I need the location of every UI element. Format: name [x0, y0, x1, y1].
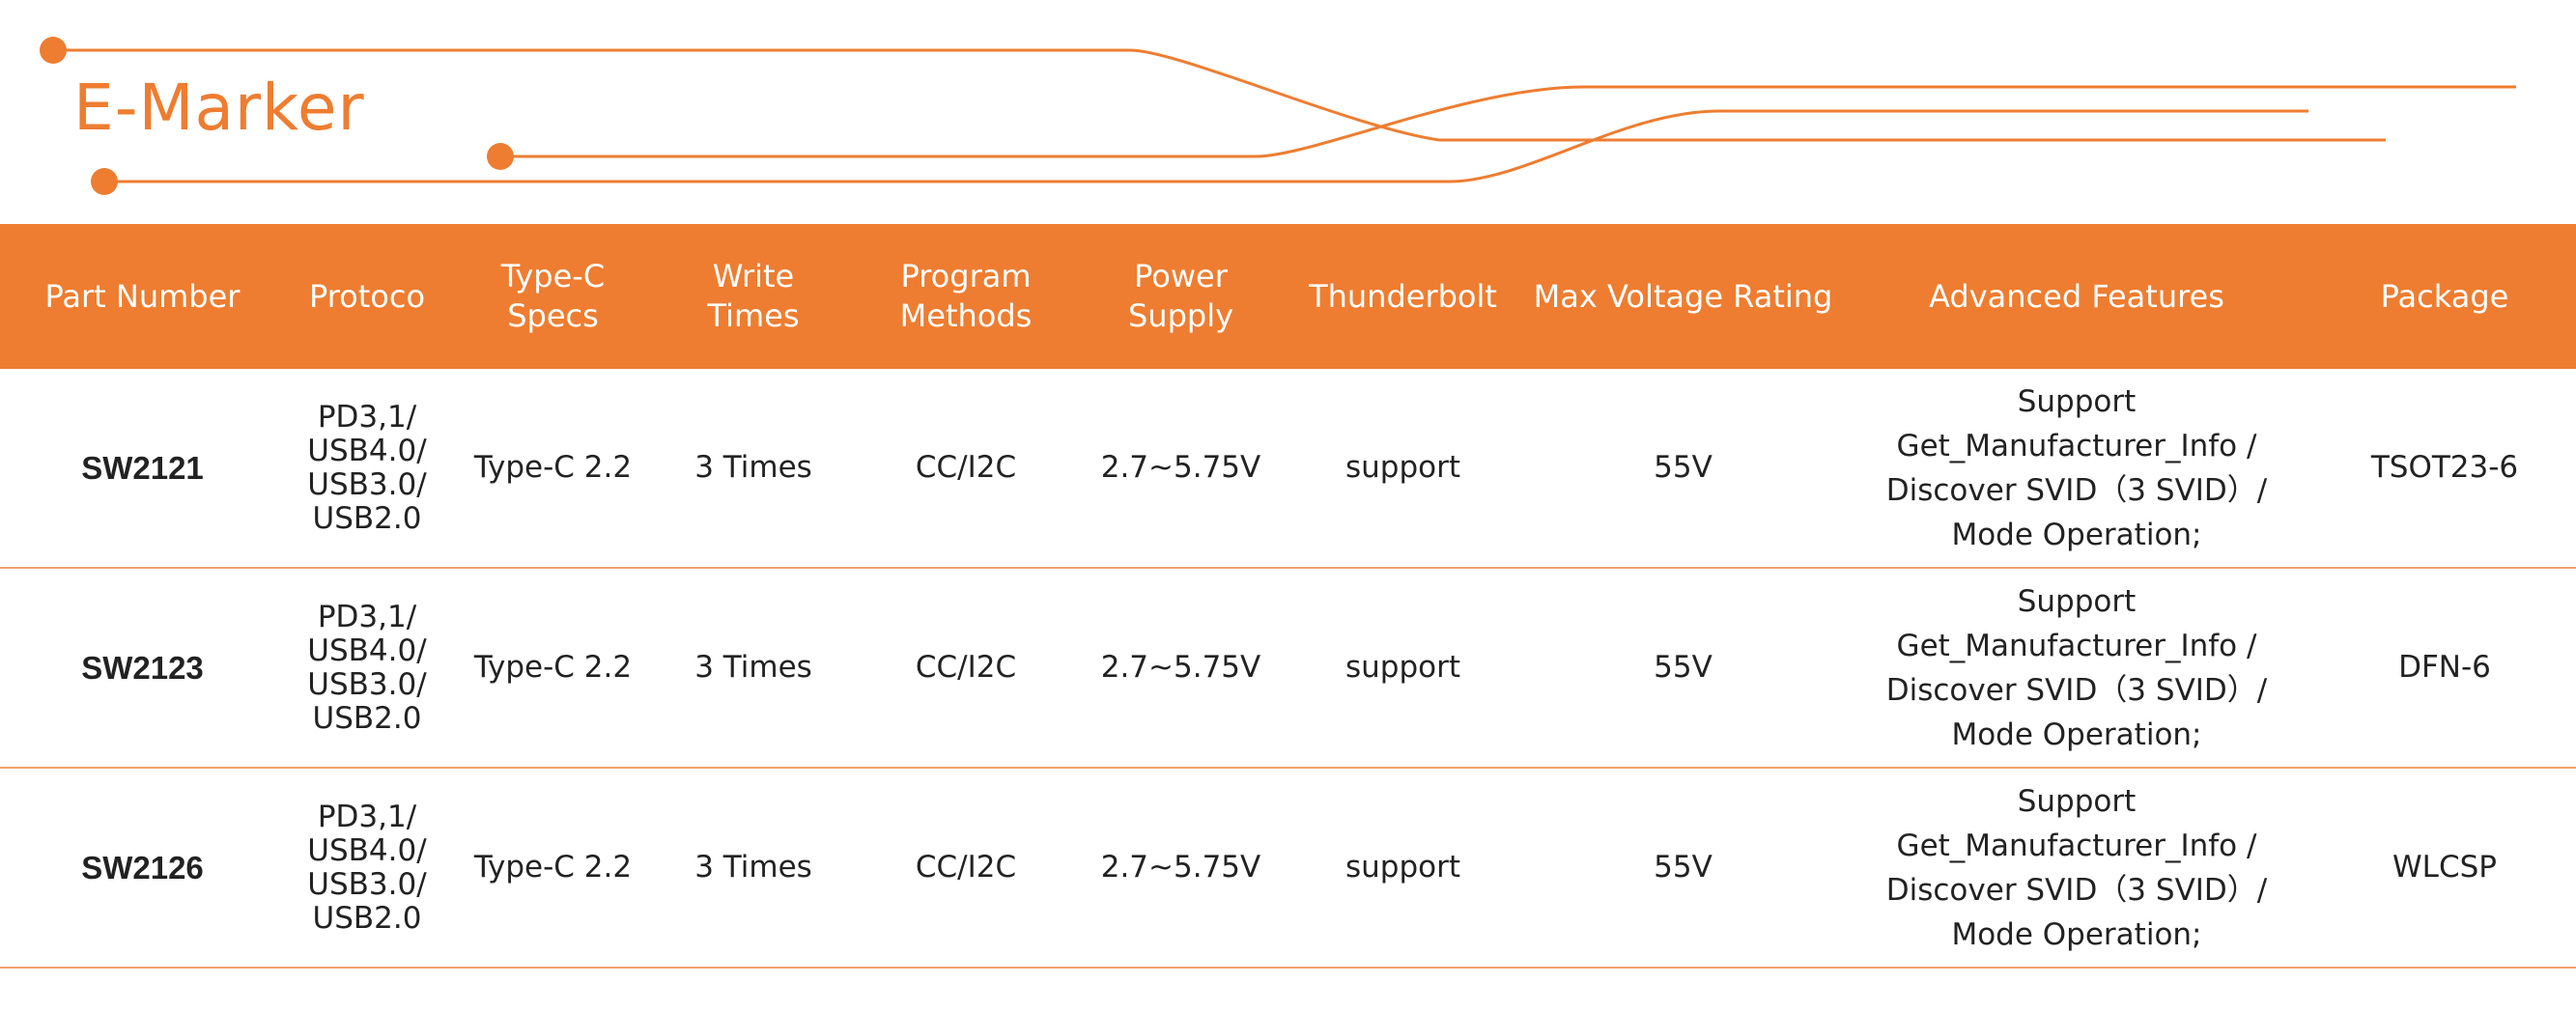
- program-methods-cell: CC/I2C: [850, 369, 1082, 569]
- power-supply-cell: 2.7~5.75V: [1082, 568, 1280, 769]
- header-type-c-specs: Type-C Specs: [449, 224, 657, 369]
- protocol-cell: PD3,1/ USB4.0/ USB3.0/ USB2.0: [285, 768, 449, 969]
- header-write-times: Write Times: [657, 224, 850, 369]
- power-supply-cell: 2.7~5.75V: [1082, 369, 1280, 569]
- thunderbolt-cell: support: [1280, 568, 1526, 769]
- circuit-trace-1: [53, 48, 2386, 142]
- write-times-cell: 3 Times: [657, 369, 850, 569]
- circuit-node-1: [40, 37, 67, 64]
- advanced-features-cell: Support Get_Manufacturer_Info / Discover…: [1840, 568, 2313, 769]
- part-number-cell: SW2121: [0, 369, 285, 569]
- advanced-features-cell: Support Get_Manufacturer_Info / Discover…: [1840, 768, 2313, 969]
- header-protocol: Protoco: [285, 224, 449, 369]
- protocol-cell: PD3,1/ USB4.0/ USB3.0/ USB2.0: [285, 568, 449, 769]
- package-cell: TSOT23-6: [2313, 369, 2576, 569]
- max-voltage-cell: 55V: [1526, 369, 1840, 569]
- program-methods-cell: CC/I2C: [850, 568, 1082, 769]
- table-row: SW2123 PD3,1/ USB4.0/ USB3.0/ USB2.0 Typ…: [0, 568, 2576, 769]
- table-header-row: Part Number Protoco Type-C Specs Write T…: [0, 224, 2576, 369]
- header-power-supply: Power Supply: [1082, 224, 1280, 369]
- circuit-node-2: [487, 143, 514, 170]
- max-voltage-cell: 55V: [1526, 768, 1840, 969]
- write-times-cell: 3 Times: [657, 568, 850, 769]
- package-cell: DFN-6: [2313, 568, 2576, 769]
- type-c-specs-cell: Type-C 2.2: [449, 568, 657, 769]
- thunderbolt-cell: support: [1280, 768, 1526, 969]
- circuit-node-3: [91, 168, 118, 195]
- circuit-trace-2: [500, 85, 2516, 158]
- header-max-voltage: Max Voltage Rating: [1526, 224, 1840, 369]
- protocol-cell: PD3,1/ USB4.0/ USB3.0/ USB2.0: [285, 369, 449, 569]
- thunderbolt-cell: support: [1280, 369, 1526, 569]
- power-supply-cell: 2.7~5.75V: [1082, 768, 1280, 969]
- write-times-cell: 3 Times: [657, 768, 850, 969]
- header-program-methods: Program Methods: [850, 224, 1082, 369]
- part-number-cell: SW2126: [0, 768, 285, 969]
- header-package: Package: [2313, 224, 2576, 369]
- circuit-trace-3: [104, 109, 2308, 183]
- package-cell: WLCSP: [2313, 768, 2576, 969]
- type-c-specs-cell: Type-C 2.2: [449, 369, 657, 569]
- header-thunderbolt: Thunderbolt: [1280, 224, 1526, 369]
- header-part-number: Part Number: [0, 224, 285, 369]
- program-methods-cell: CC/I2C: [850, 768, 1082, 969]
- advanced-features-cell: Support Get_Manufacturer_Info / Discover…: [1840, 369, 2313, 569]
- header-advanced-features: Advanced Features: [1840, 224, 2313, 369]
- part-number-cell: SW2123: [0, 568, 285, 769]
- max-voltage-cell: 55V: [1526, 568, 1840, 769]
- spec-table: Part Number Protoco Type-C Specs Write T…: [0, 224, 2576, 969]
- type-c-specs-cell: Type-C 2.2: [449, 768, 657, 969]
- table-row: SW2126 PD3,1/ USB4.0/ USB3.0/ USB2.0 Typ…: [0, 768, 2576, 969]
- table-row: SW2121 PD3,1/ USB4.0/ USB3.0/ USB2.0 Typ…: [0, 369, 2576, 569]
- page-title: E-Marker: [73, 70, 365, 145]
- circuit-trace-decoration: [40, 37, 2516, 195]
